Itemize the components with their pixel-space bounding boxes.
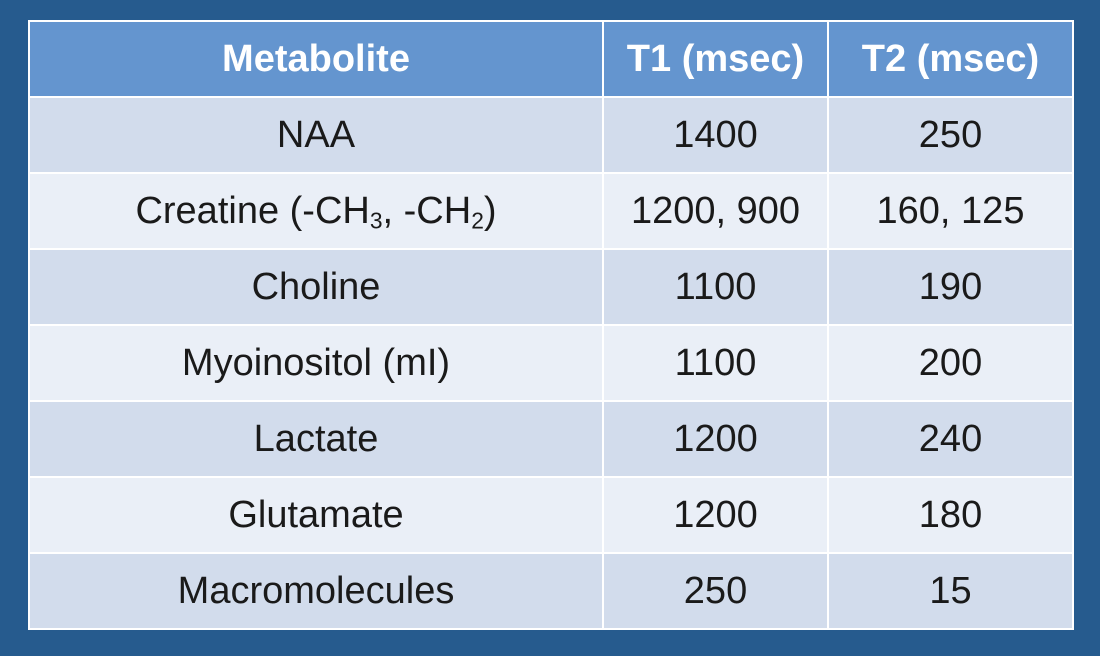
cell-metabolite: Myoinositol (mI) — [28, 324, 604, 402]
cell-t1: 1100 — [602, 248, 829, 326]
cell-t2: 240 — [827, 400, 1074, 478]
header-t2: T2 (msec) — [827, 20, 1074, 98]
header-row: Metabolite T1 (msec) T2 (msec) — [28, 20, 1074, 98]
data-table: Metabolite T1 (msec) T2 (msec) NAA 1400 … — [28, 20, 1074, 630]
cell-metabolite: Creatine (-CH3, -CH2) — [28, 172, 604, 250]
cell-t2: 200 — [827, 324, 1074, 402]
table-row: NAA 1400 250 — [28, 96, 1074, 174]
subscript-3: 3 — [369, 207, 383, 234]
cell-t1: 1200 — [602, 400, 829, 478]
creatine-text-b: , -CH — [382, 189, 472, 232]
cell-t1: 250 — [602, 552, 829, 630]
cell-t2: 180 — [827, 476, 1074, 554]
cell-metabolite: Macromolecules — [28, 552, 604, 630]
cell-metabolite: Lactate — [28, 400, 604, 478]
table-row: Creatine (-CH3, -CH2) 1200, 900 160, 125 — [28, 172, 1074, 250]
cell-t1: 1200 — [602, 476, 829, 554]
table-row: Glutamate 1200 180 — [28, 476, 1074, 554]
cell-metabolite: Choline — [28, 248, 604, 326]
cell-t1: 1200, 900 — [602, 172, 829, 250]
cell-t2: 15 — [827, 552, 1074, 630]
cell-t2: 160, 125 — [827, 172, 1074, 250]
header-t1: T1 (msec) — [602, 20, 829, 98]
table-row: Myoinositol (mI) 1100 200 — [28, 324, 1074, 402]
cell-t2: 190 — [827, 248, 1074, 326]
cell-t2: 250 — [827, 96, 1074, 174]
header-metabolite: Metabolite — [28, 20, 604, 98]
cell-t1: 1100 — [602, 324, 829, 402]
creatine-text-a: Creatine (-CH — [135, 189, 370, 232]
table-row: Choline 1100 190 — [28, 248, 1074, 326]
table-row: Macromolecules 250 15 — [28, 552, 1074, 630]
cell-metabolite: NAA — [28, 96, 604, 174]
creatine-text-c: ) — [483, 189, 497, 232]
cell-t1: 1400 — [602, 96, 829, 174]
cell-metabolite: Glutamate — [28, 476, 604, 554]
metabolite-relaxation-table: Metabolite T1 (msec) T2 (msec) NAA 1400 … — [28, 20, 1074, 630]
table-row: Lactate 1200 240 — [28, 400, 1074, 478]
subscript-2: 2 — [471, 207, 484, 234]
